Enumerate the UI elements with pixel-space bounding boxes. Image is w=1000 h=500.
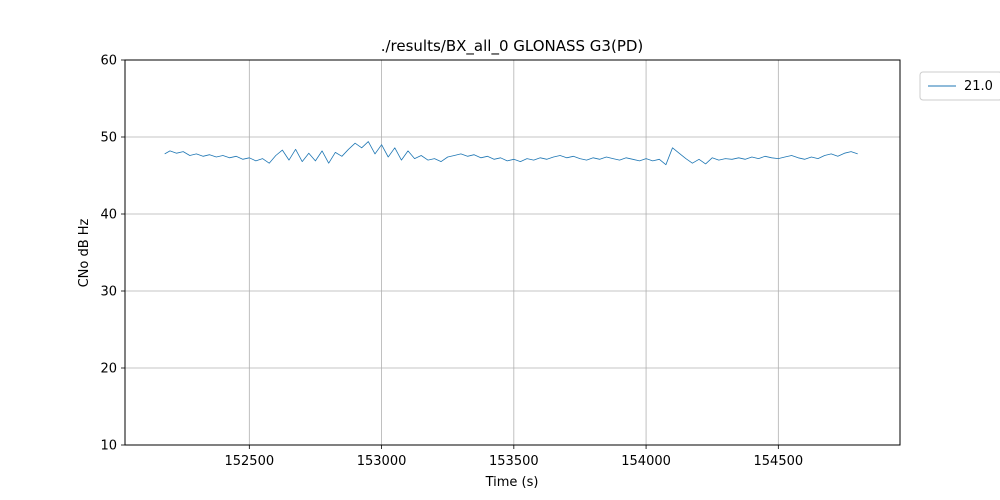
x-tick-label: 153500 bbox=[489, 454, 539, 469]
chart-title: ./results/BX_all_0 GLONASS G3(PD) bbox=[381, 37, 644, 56]
y-tick-label: 60 bbox=[100, 54, 117, 69]
y-tick-label: 40 bbox=[100, 208, 117, 223]
legend-label: 21.0 bbox=[964, 79, 993, 94]
legend: 21.0 bbox=[919, 71, 1000, 101]
y-tick-label: 30 bbox=[100, 285, 117, 300]
plot-area bbox=[125, 60, 900, 445]
y-tick-label: 10 bbox=[100, 439, 117, 454]
axis-ticks: 152500 153000 153500 154000 154500 10 20 30 40 50… bbox=[100, 54, 803, 470]
series-line-0 bbox=[164, 141, 858, 166]
y-axis-label: CNo dB Hz bbox=[77, 218, 92, 287]
legend-box bbox=[919, 71, 1000, 101]
x-tick-label: 152500 bbox=[224, 454, 274, 469]
y-tick-label: 20 bbox=[100, 362, 117, 377]
y-tick-label: 50 bbox=[100, 131, 117, 146]
x-tick-label: 153000 bbox=[357, 454, 407, 469]
x-axis-label: Time (s) bbox=[485, 475, 539, 490]
series-layer bbox=[164, 141, 858, 166]
x-tick-label: 154500 bbox=[754, 454, 804, 469]
plot-frame bbox=[124, 59, 901, 446]
x-tick-label: 154000 bbox=[621, 454, 671, 469]
